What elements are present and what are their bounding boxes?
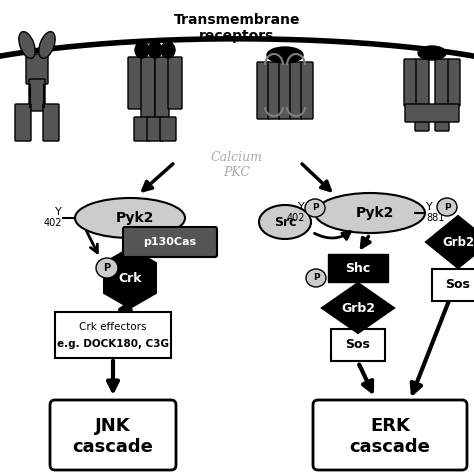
FancyBboxPatch shape: [26, 54, 48, 84]
Text: Sos: Sos: [446, 279, 470, 292]
FancyBboxPatch shape: [448, 59, 460, 106]
Ellipse shape: [418, 46, 446, 60]
FancyBboxPatch shape: [134, 117, 150, 141]
Text: cascade: cascade: [349, 438, 430, 456]
FancyBboxPatch shape: [43, 104, 59, 141]
Text: Y: Y: [298, 202, 305, 212]
FancyBboxPatch shape: [128, 57, 142, 109]
FancyBboxPatch shape: [55, 312, 171, 358]
Ellipse shape: [148, 42, 162, 58]
Ellipse shape: [19, 32, 35, 58]
FancyBboxPatch shape: [147, 117, 163, 141]
Text: Grb2: Grb2: [442, 236, 474, 248]
Text: Calcium
PKC: Calcium PKC: [211, 151, 263, 179]
FancyBboxPatch shape: [290, 62, 302, 119]
Ellipse shape: [259, 205, 311, 239]
Text: Pyk2: Pyk2: [356, 206, 394, 220]
FancyBboxPatch shape: [328, 254, 388, 282]
Text: ERK: ERK: [370, 417, 410, 435]
Text: Shc: Shc: [346, 262, 371, 274]
FancyBboxPatch shape: [301, 62, 313, 119]
FancyBboxPatch shape: [432, 269, 474, 301]
Ellipse shape: [39, 32, 55, 58]
Ellipse shape: [305, 199, 325, 217]
Text: Pyk2: Pyk2: [116, 211, 154, 225]
FancyBboxPatch shape: [331, 329, 385, 361]
FancyBboxPatch shape: [123, 227, 217, 257]
Text: JNK: JNK: [95, 417, 131, 435]
FancyBboxPatch shape: [141, 57, 155, 119]
Polygon shape: [322, 283, 394, 333]
Ellipse shape: [267, 47, 303, 63]
Text: P: P: [313, 273, 319, 283]
FancyBboxPatch shape: [160, 117, 176, 141]
Text: P: P: [312, 203, 319, 212]
FancyBboxPatch shape: [268, 62, 280, 119]
FancyBboxPatch shape: [15, 104, 31, 141]
FancyBboxPatch shape: [404, 59, 416, 106]
Text: 402: 402: [44, 218, 62, 228]
Text: 881: 881: [426, 213, 444, 223]
Text: Crk effectors: Crk effectors: [79, 322, 147, 332]
Polygon shape: [104, 248, 156, 308]
Ellipse shape: [135, 42, 149, 58]
Ellipse shape: [96, 258, 118, 278]
Text: Crk: Crk: [118, 272, 142, 284]
Text: 402: 402: [286, 213, 305, 223]
FancyBboxPatch shape: [313, 400, 467, 470]
Text: Y: Y: [55, 207, 62, 217]
FancyBboxPatch shape: [435, 59, 449, 131]
Ellipse shape: [306, 269, 326, 287]
FancyBboxPatch shape: [257, 62, 269, 119]
Polygon shape: [426, 216, 474, 268]
FancyBboxPatch shape: [415, 59, 429, 131]
FancyBboxPatch shape: [279, 62, 291, 119]
Ellipse shape: [315, 193, 425, 233]
Text: Grb2: Grb2: [341, 301, 375, 315]
Text: P: P: [103, 263, 110, 273]
Text: Transmembrane
receptors: Transmembrane receptors: [174, 13, 300, 43]
FancyBboxPatch shape: [50, 400, 176, 470]
FancyBboxPatch shape: [155, 57, 169, 119]
Text: p130Cas: p130Cas: [144, 237, 197, 247]
FancyBboxPatch shape: [29, 79, 45, 111]
Text: e.g. DOCK180, C3G: e.g. DOCK180, C3G: [57, 339, 169, 349]
Text: cascade: cascade: [73, 438, 154, 456]
FancyBboxPatch shape: [168, 57, 182, 109]
Text: Src: Src: [274, 216, 296, 228]
Ellipse shape: [161, 42, 175, 58]
FancyBboxPatch shape: [405, 104, 459, 122]
FancyArrowPatch shape: [314, 232, 350, 239]
Text: P: P: [444, 202, 450, 211]
Text: Sos: Sos: [346, 338, 371, 352]
Ellipse shape: [437, 198, 457, 216]
Text: Y: Y: [426, 202, 433, 212]
Ellipse shape: [75, 198, 185, 238]
